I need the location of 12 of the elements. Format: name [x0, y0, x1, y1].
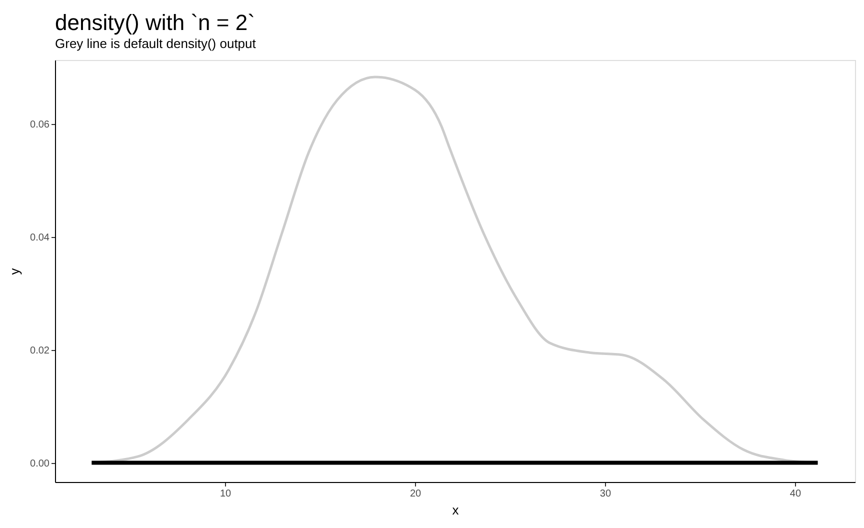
x-tick-label: 10	[220, 488, 232, 500]
x-tick-label: 40	[790, 488, 802, 500]
y-tick-label: 0.04	[30, 232, 50, 244]
chart-title: density() with `n = 2`	[55, 10, 255, 35]
y-tick-label: 0.06	[30, 119, 50, 130]
x-axis-title: x	[452, 502, 460, 518]
y-tick-label: 0.00	[30, 458, 50, 470]
chart-subtitle: Grey line is default density() output	[55, 36, 256, 51]
y-axis-title: y	[7, 268, 22, 275]
x-tick-label: 20	[410, 488, 422, 500]
x-tick-label: 30	[600, 488, 612, 500]
y-tick-label: 0.02	[30, 345, 50, 356]
